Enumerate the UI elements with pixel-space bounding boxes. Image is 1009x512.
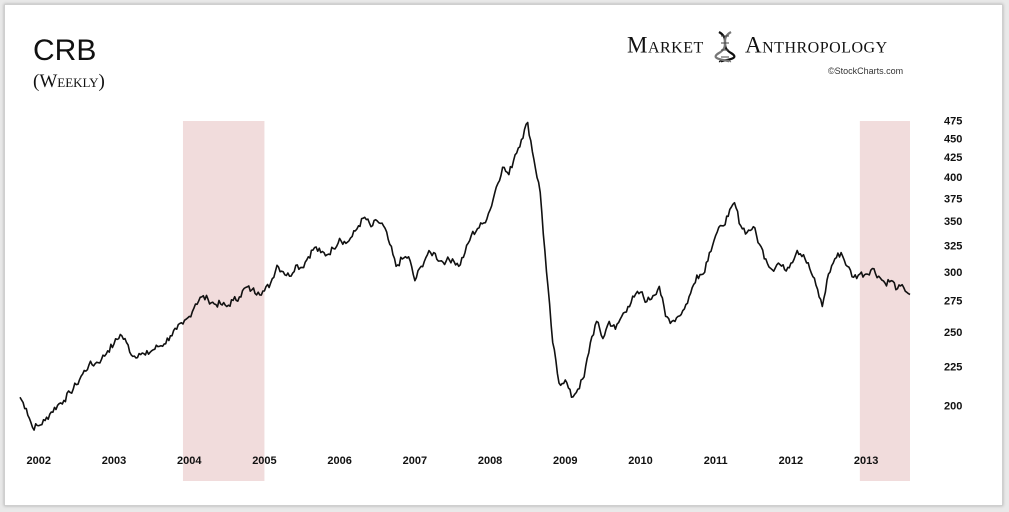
dna-helix-icon	[714, 31, 736, 64]
x-tick-2002: 2002	[27, 455, 51, 467]
series-line-1	[19, 121, 911, 431]
y-tick-300: 300	[944, 267, 962, 279]
x-tick-2007: 2007	[403, 455, 427, 467]
brand-word-right: Anthropology	[745, 32, 888, 58]
y-tick-250: 250	[944, 327, 962, 339]
stockcharts-credit: ©StockCharts.com	[828, 66, 904, 76]
brand-logo: Market Anthropology	[627, 30, 888, 64]
y-tick-225: 225	[944, 362, 962, 374]
y-tick-375: 375	[944, 193, 962, 205]
x-tick-2012: 2012	[779, 455, 803, 467]
brand-word-left: Market	[627, 32, 704, 58]
x-tick-2011: 2011	[704, 455, 728, 467]
shaded-period-1	[182, 121, 265, 481]
x-tick-2009: 2009	[553, 455, 577, 467]
x-tick-2010: 2010	[628, 455, 652, 467]
x-tick-2006: 2006	[327, 455, 351, 467]
x-tick-2013: 2013	[854, 455, 878, 467]
shaded-period-2	[859, 121, 910, 481]
y-tick-475: 475	[944, 115, 962, 127]
x-tick-2003: 2003	[102, 455, 126, 467]
x-tick-2008: 2008	[478, 455, 502, 467]
y-tick-425: 425	[944, 152, 962, 164]
y-tick-400: 400	[944, 172, 962, 184]
y-tick-350: 350	[944, 216, 962, 228]
chart-title: CRB	[33, 34, 97, 67]
x-tick-2004: 2004	[177, 455, 202, 467]
y-tick-275: 275	[944, 295, 962, 307]
y-tick-325: 325	[944, 240, 962, 252]
chart-subtitle: (Weekly)	[33, 71, 105, 92]
y-tick-200: 200	[944, 400, 962, 412]
x-tick-2005: 2005	[252, 455, 276, 467]
y-tick-450: 450	[944, 133, 962, 145]
